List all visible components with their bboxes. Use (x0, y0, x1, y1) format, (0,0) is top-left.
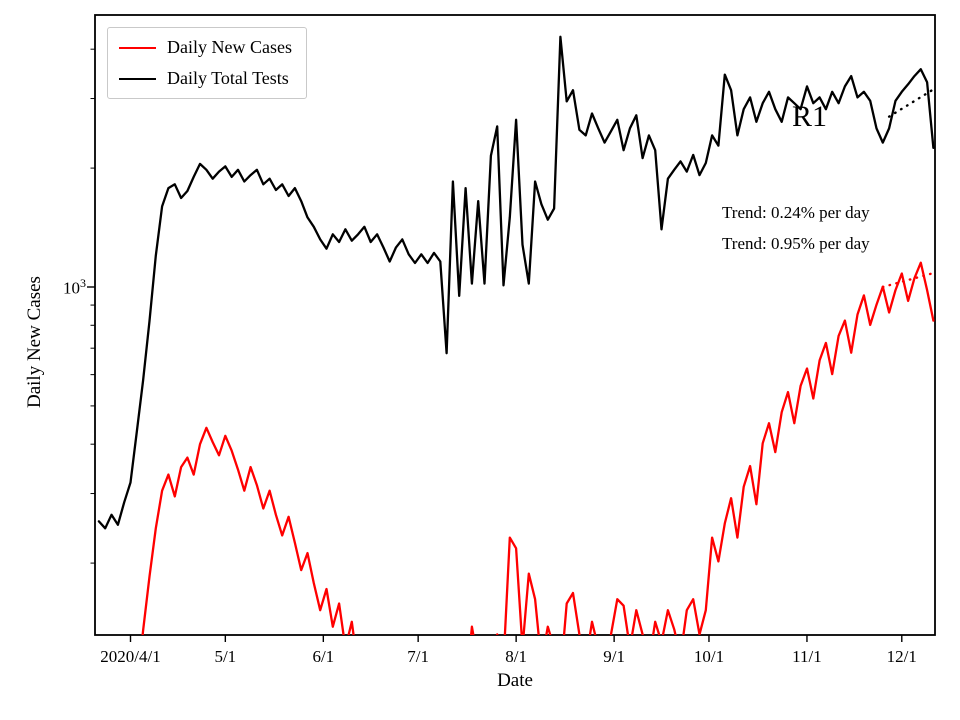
x-tick-label: 12/1 (887, 647, 917, 666)
legend-item-daily-new-cases: Daily New Cases (119, 37, 292, 58)
r1-annotation: R1 (792, 100, 828, 133)
trend-annotation-tests: Trend: 0.24% per day (722, 203, 870, 222)
x-tick-label: 2020/4/1 (100, 647, 160, 666)
trend-line-daily-new-cases (881, 271, 935, 289)
y-tick-label: 103 (52, 276, 86, 299)
legend-label-daily-new-cases: Daily New Cases (167, 37, 292, 57)
legend-line-sample-black (119, 77, 156, 80)
series-daily-new-cases (141, 261, 935, 635)
series-daily-total-tests (97, 35, 935, 530)
legend-item-daily-total-tests: Daily Total Tests (119, 68, 292, 89)
trend-line-daily-total-tests (887, 87, 935, 118)
x-tick-label: 10/1 (694, 647, 724, 666)
trend-annotation-cases: Trend: 0.95% per day (722, 234, 870, 253)
x-tick-label: 8/1 (505, 647, 527, 666)
legend-label-daily-total-tests: Daily Total Tests (167, 68, 289, 88)
y-axis-label: Daily New Cases (24, 276, 45, 408)
x-tick-label: 7/1 (407, 647, 429, 666)
x-tick-label: 11/1 (792, 647, 822, 666)
x-tick-label: 9/1 (603, 647, 625, 666)
y-tick-base: 10 (63, 278, 80, 298)
legend: Daily New Cases Daily Total Tests (107, 27, 307, 99)
plot-series-group (97, 35, 935, 635)
x-axis-label: Date (497, 670, 533, 691)
legend-line-sample-red (119, 46, 156, 49)
x-tick-label: 6/1 (312, 647, 334, 666)
y-tick-exponent: 3 (80, 276, 86, 290)
x-tick-label: 5/1 (214, 647, 236, 666)
